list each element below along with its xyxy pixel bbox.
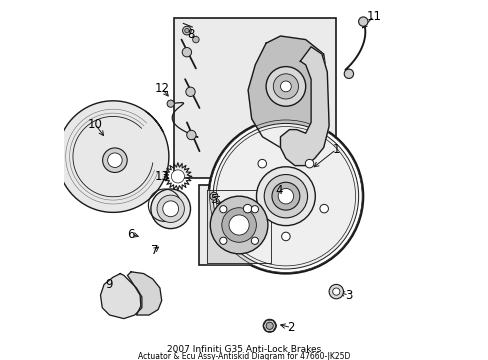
Circle shape bbox=[271, 182, 299, 210]
Text: 2007 Infiniti G35 Anti-Lock Brakes: 2007 Infiniti G35 Anti-Lock Brakes bbox=[167, 345, 321, 354]
Text: 3: 3 bbox=[345, 289, 352, 302]
Circle shape bbox=[256, 167, 315, 226]
Circle shape bbox=[157, 195, 184, 222]
Circle shape bbox=[319, 204, 328, 213]
Circle shape bbox=[265, 322, 273, 329]
Circle shape bbox=[213, 123, 358, 269]
Text: Actuator & Ecu Assy-Antiskid Diagram for 47660-JK25D: Actuator & Ecu Assy-Antiskid Diagram for… bbox=[138, 352, 350, 360]
Circle shape bbox=[243, 204, 251, 213]
Circle shape bbox=[228, 215, 249, 235]
Circle shape bbox=[278, 189, 293, 204]
Circle shape bbox=[305, 159, 313, 168]
Polygon shape bbox=[280, 47, 328, 166]
Circle shape bbox=[251, 237, 258, 244]
Text: 6: 6 bbox=[127, 228, 135, 240]
Polygon shape bbox=[101, 274, 142, 319]
Circle shape bbox=[163, 201, 178, 217]
Circle shape bbox=[281, 232, 289, 241]
Text: 8: 8 bbox=[186, 28, 194, 41]
Circle shape bbox=[273, 74, 298, 99]
Circle shape bbox=[265, 67, 305, 106]
Circle shape bbox=[182, 48, 191, 57]
Circle shape bbox=[209, 192, 218, 200]
Circle shape bbox=[107, 153, 122, 167]
Circle shape bbox=[102, 148, 127, 172]
Text: 11: 11 bbox=[366, 10, 381, 23]
Polygon shape bbox=[57, 101, 168, 212]
Circle shape bbox=[192, 36, 199, 43]
Bar bbox=[174, 18, 336, 178]
Circle shape bbox=[280, 81, 291, 92]
Circle shape bbox=[186, 130, 196, 140]
Polygon shape bbox=[206, 190, 271, 263]
Circle shape bbox=[185, 87, 195, 96]
Circle shape bbox=[328, 284, 343, 299]
Circle shape bbox=[344, 69, 353, 78]
Text: 7: 7 bbox=[150, 244, 158, 257]
Circle shape bbox=[264, 175, 307, 218]
Circle shape bbox=[258, 159, 266, 168]
Polygon shape bbox=[127, 272, 162, 315]
Circle shape bbox=[222, 208, 256, 242]
Text: 5: 5 bbox=[210, 193, 217, 206]
Circle shape bbox=[208, 119, 363, 274]
Text: 9: 9 bbox=[105, 278, 113, 291]
Text: 13: 13 bbox=[154, 170, 169, 183]
Text: 1: 1 bbox=[332, 143, 339, 156]
Circle shape bbox=[219, 237, 226, 244]
Circle shape bbox=[171, 170, 184, 183]
Text: 10: 10 bbox=[87, 118, 102, 131]
Circle shape bbox=[219, 206, 226, 213]
Text: 4: 4 bbox=[274, 184, 282, 197]
Circle shape bbox=[332, 288, 339, 295]
Circle shape bbox=[167, 100, 174, 107]
Circle shape bbox=[358, 17, 367, 26]
Circle shape bbox=[151, 189, 190, 229]
Bar bbox=[199, 185, 278, 265]
Circle shape bbox=[263, 319, 276, 332]
Circle shape bbox=[184, 28, 189, 33]
Polygon shape bbox=[247, 36, 326, 148]
Circle shape bbox=[182, 26, 191, 35]
Circle shape bbox=[251, 206, 258, 213]
Text: 2: 2 bbox=[287, 321, 294, 334]
Circle shape bbox=[210, 196, 267, 254]
Text: 12: 12 bbox=[154, 82, 169, 95]
